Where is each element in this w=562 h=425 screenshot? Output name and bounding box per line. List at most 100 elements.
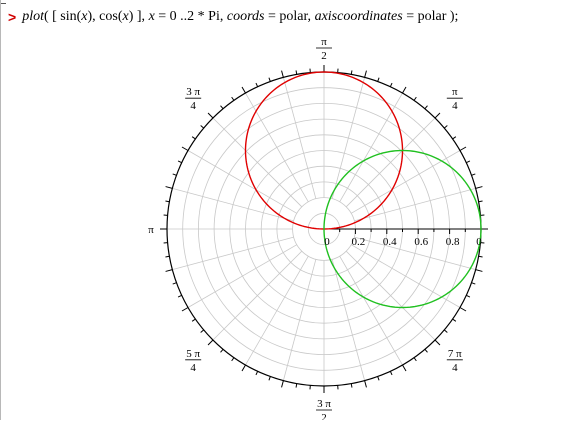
angular-tick: [221, 349, 224, 352]
angular-tick: [414, 97, 416, 100]
angular-tick: [282, 71, 284, 78]
angular-label-numerator: 3 π: [186, 86, 200, 98]
angular-tick: [453, 319, 456, 321]
angular-tick: [232, 97, 234, 100]
grid-spoke: [213, 118, 302, 207]
angular-tick: [242, 87, 246, 93]
angular-tick: [444, 330, 447, 333]
grid-spoke: [283, 259, 316, 380]
angular-label-numerator: π: [452, 86, 458, 98]
angular-label-denominator: 4: [190, 100, 196, 112]
angular-tick: [242, 365, 246, 371]
worksheet-left-rule: [0, 0, 1, 420]
angular-tick: [472, 174, 476, 175]
angular-label-denominator: 4: [452, 100, 458, 112]
command-token: ) ],: [129, 9, 149, 24]
angular-label: 3 π2: [316, 398, 332, 420]
angular-label: 5 π4: [185, 348, 201, 374]
angular-tick: [201, 330, 204, 333]
angular-tick: [165, 201, 169, 202]
angular-tick: [178, 161, 182, 163]
angular-tick: [296, 384, 297, 388]
angular-tick: [282, 381, 284, 388]
angular-tick: [256, 83, 258, 87]
angular-tick: [403, 365, 407, 371]
angular-tick: [165, 256, 169, 257]
command-token: plot: [22, 9, 44, 24]
angular-tick: [435, 340, 440, 345]
angular-label-pi: π: [148, 224, 154, 236]
angular-tick: [173, 174, 177, 175]
angular-tick: [221, 106, 224, 109]
angular-tick: [453, 137, 456, 139]
angular-label: 0: [476, 236, 482, 248]
angular-tick: [192, 319, 195, 321]
angular-tick: [414, 358, 416, 361]
input-prompt: >: [8, 9, 16, 25]
radial-tick-label: 0.8: [446, 236, 460, 248]
angular-label-numerator: π: [321, 36, 327, 48]
command-token: ( [ sin(: [44, 9, 81, 24]
angular-label: π: [148, 224, 154, 236]
angular-tick: [269, 377, 270, 381]
angular-tick: [182, 147, 188, 151]
angular-tick: [296, 70, 297, 74]
angular-label-numerator: 5 π: [186, 348, 200, 360]
angular-tick: [173, 283, 177, 284]
grid-spoke: [340, 256, 403, 365]
command-input-line[interactable]: > plot( [ sin(x), cos(x) ], x = 0 ..2 * …: [8, 6, 458, 28]
angular-label-zero: 0: [476, 236, 482, 248]
grid-spoke: [351, 245, 460, 308]
angular-tick: [479, 256, 483, 257]
angular-tick: [351, 384, 352, 388]
angular-tick: [192, 137, 195, 139]
grid-spoke: [188, 151, 297, 214]
grid-spoke: [346, 251, 435, 340]
angular-label-denominator: 2: [321, 50, 327, 62]
command-text[interactable]: plot( [ sin(x), cos(x) ], x = 0 ..2 * Pi…: [22, 9, 458, 25]
angular-label-numerator: 7 π: [448, 348, 462, 360]
execution-group-bracket[interactable]: [1, 3, 6, 4]
angular-tick: [166, 187, 173, 189]
radial-tick-label: 0.2: [352, 236, 366, 248]
angular-tick: [378, 377, 379, 381]
command-token: = 0 ..2 * Pi,: [155, 9, 227, 24]
command-token: coords: [227, 9, 265, 24]
angular-tick: [435, 113, 440, 118]
angular-tick: [269, 78, 270, 82]
angular-tick: [365, 71, 367, 78]
angular-tick: [466, 295, 470, 297]
angular-tick: [425, 106, 428, 109]
grid-spoke: [332, 259, 365, 380]
grid-spoke: [213, 251, 302, 340]
angular-tick: [460, 308, 466, 312]
radial-tick-label: 0.6: [414, 236, 428, 248]
grid-spoke: [246, 93, 309, 202]
angular-tick: [166, 270, 173, 272]
command-token: ), cos(: [88, 9, 123, 24]
angular-tick: [466, 161, 470, 163]
command-token: = polar );: [403, 9, 459, 24]
angular-label: π4: [447, 86, 463, 112]
angular-label-denominator: 4: [190, 362, 196, 374]
angular-tick: [390, 83, 392, 87]
radial-tick-label: 0.4: [383, 236, 397, 248]
grid-spoke: [351, 151, 460, 214]
angular-label-numerator: 3 π: [317, 398, 331, 410]
angular-tick: [208, 113, 213, 118]
grid-spoke: [246, 256, 309, 365]
angular-tick: [232, 358, 234, 361]
angular-label: 3 π4: [185, 86, 201, 112]
command-token: axiscoordinates: [315, 9, 403, 24]
grid-spoke: [172, 237, 293, 270]
angular-tick: [444, 126, 447, 129]
grid-spoke: [340, 93, 403, 202]
grid-spoke: [346, 118, 435, 207]
grid-spoke: [332, 77, 365, 198]
angular-tick: [351, 70, 352, 74]
grid-spoke: [354, 188, 475, 221]
angular-tick: [365, 381, 367, 388]
angular-tick: [201, 126, 204, 129]
